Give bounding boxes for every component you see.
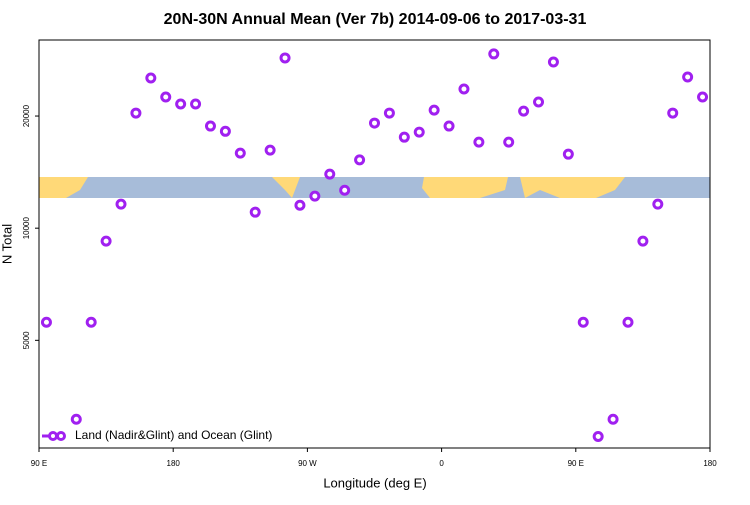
point <box>503 136 515 148</box>
point <box>518 105 530 117</box>
point <box>354 154 366 166</box>
x-axis-label: Longitude (deg E) <box>323 475 426 490</box>
point <box>473 136 485 148</box>
point <box>607 413 619 425</box>
point <box>443 120 455 132</box>
x-tick-label: 90 W <box>298 459 317 468</box>
point <box>383 107 395 119</box>
x-tick-label: 90 E <box>31 459 47 468</box>
point <box>562 148 574 160</box>
point <box>85 316 97 328</box>
point <box>70 413 82 425</box>
point <box>145 72 157 84</box>
point <box>488 48 500 60</box>
point <box>577 316 589 328</box>
legend-label: Land (Nadir&Glint) and Ocean (Glint) <box>75 428 272 442</box>
point <box>547 56 559 68</box>
point <box>249 206 261 218</box>
point <box>279 52 291 64</box>
x-tick-label: 180 <box>167 459 181 468</box>
point <box>324 168 336 180</box>
point <box>592 430 604 442</box>
y-tick-label: 20000 <box>22 104 31 127</box>
legend-marker <box>56 431 66 441</box>
point <box>115 198 127 210</box>
chart-title: 20N-30N Annual Mean (Ver 7b) 2014-09-06 … <box>164 11 587 28</box>
point <box>697 91 709 103</box>
point <box>339 184 351 196</box>
x-tick-label: 0 <box>439 459 444 468</box>
point <box>682 71 694 83</box>
point <box>40 316 52 328</box>
point <box>637 235 649 247</box>
point <box>533 96 545 108</box>
x-tick-label: 180 <box>703 459 717 468</box>
plot-frame <box>38 39 711 449</box>
point <box>398 131 410 143</box>
point <box>369 117 380 129</box>
point <box>190 98 202 110</box>
point <box>652 198 664 210</box>
map-strip <box>39 177 710 198</box>
point <box>234 147 246 159</box>
y-axis-label: N Total <box>0 224 14 264</box>
point <box>413 126 425 138</box>
point <box>428 104 440 116</box>
point <box>294 199 306 211</box>
point <box>219 125 231 137</box>
y-tick-label: 10000 <box>22 217 31 240</box>
point <box>264 144 276 156</box>
x-tick-label: 90 E <box>568 459 584 468</box>
legend-marker <box>48 431 58 441</box>
point <box>458 83 470 95</box>
point <box>130 107 142 119</box>
point <box>204 120 216 132</box>
point <box>309 190 321 202</box>
point <box>667 107 679 119</box>
point <box>175 98 187 110</box>
point <box>100 235 112 247</box>
y-tick-label: 5000 <box>22 331 31 349</box>
point <box>160 91 172 103</box>
point <box>622 316 634 328</box>
